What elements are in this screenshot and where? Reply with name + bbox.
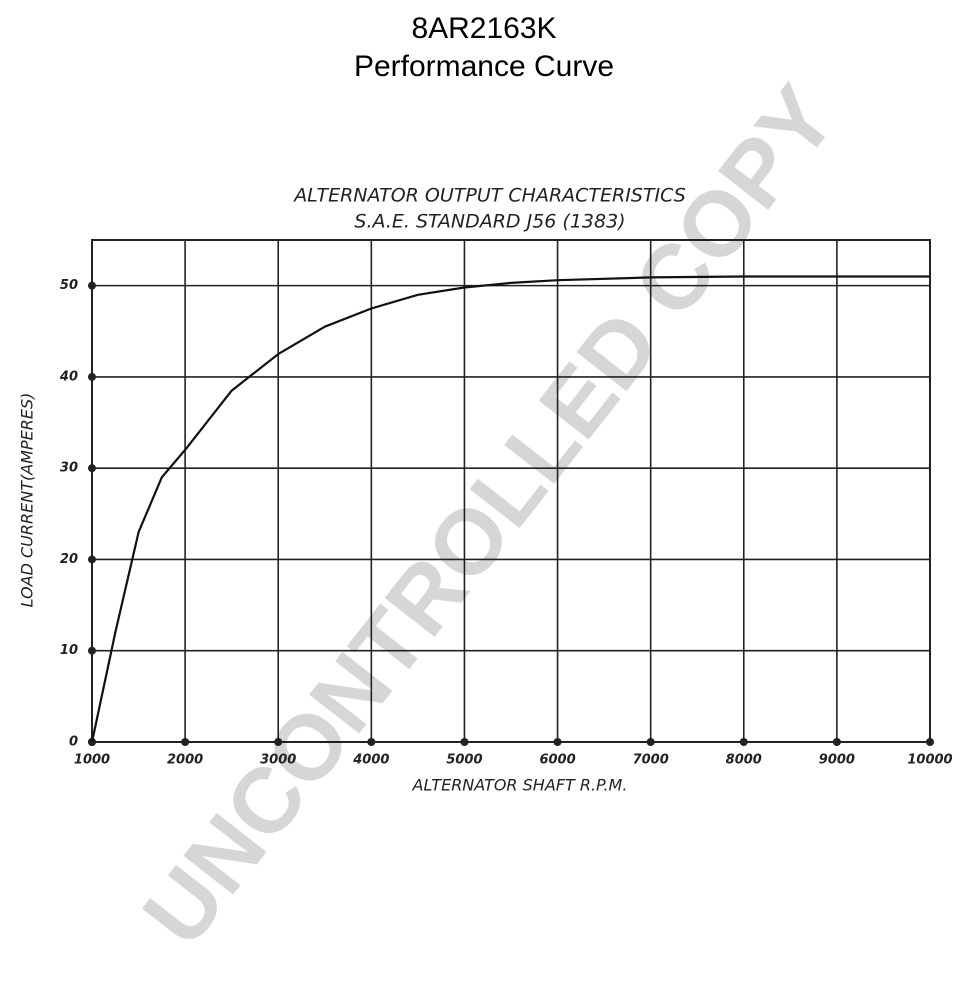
x-tick-label: 1000 [74,753,110,768]
tick-dot [181,738,190,746]
y-tick-label: 30 [60,461,78,476]
performance-curve [90,275,930,743]
x-tick-label: 5000 [446,753,482,768]
chart-subtitle: Performance Curve [354,50,614,83]
tick-dot [646,738,655,746]
x-tick-label: 7000 [633,753,669,768]
y-tick-label: 40 [59,369,78,384]
tick-dot [739,738,748,746]
x-tick-label: 2000 [167,753,203,768]
tick-dot [367,738,376,746]
tick-dot [553,738,562,746]
x-tick-label: 10000 [907,753,952,768]
y-tick-label: 0 [69,735,78,750]
y-tick-label: 50 [60,278,78,293]
tick-dot [832,738,841,746]
y-tick-label: 20 [60,552,78,567]
x-tick-label: 4000 [352,753,389,768]
tick-dot [274,738,283,746]
chart-heading: S.A.E. STANDARD J56 (1383) [354,211,625,233]
x-tick-label: 3000 [260,753,296,768]
tick-dot [460,738,469,746]
y-tick-label: 10 [60,643,78,658]
x-tick-label: 8000 [726,753,762,768]
y-axis-label: LOAD CURRENT(AMPERES) [18,393,37,608]
x-tick-label: 9000 [819,753,855,768]
chart-title: 8AR2163K [411,12,556,45]
tick-dot [926,738,934,746]
chart-heading: ALTERNATOR OUTPUT CHARACTERISTICS [292,185,686,207]
x-tick-label: 6000 [539,753,575,768]
x-axis-label: ALTERNATOR SHAFT R.P.M. [412,776,628,795]
